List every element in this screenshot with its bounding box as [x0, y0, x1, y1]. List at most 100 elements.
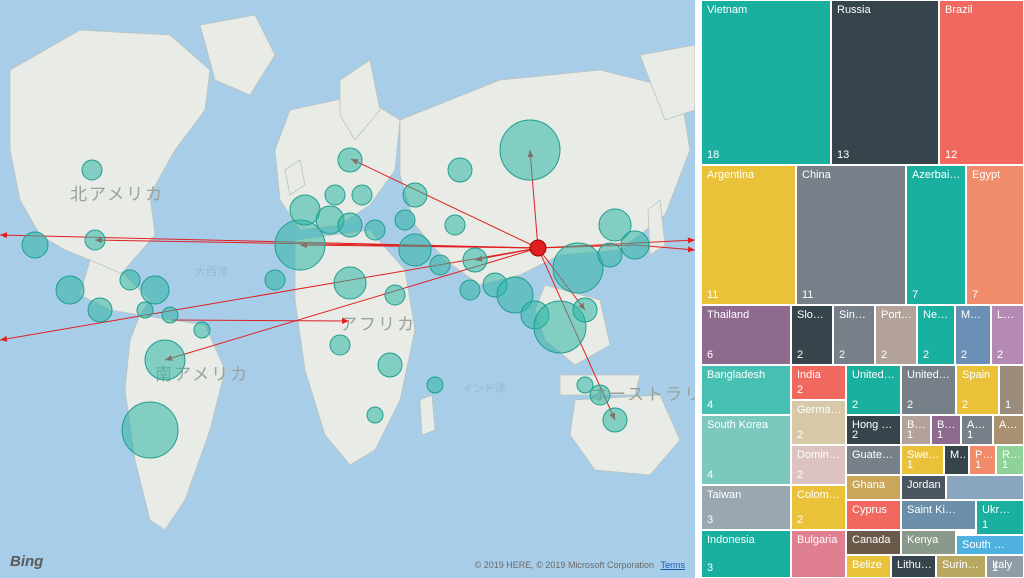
treemap-cell[interactable]: Swed…1 [901, 445, 944, 475]
map-bubble[interactable] [82, 160, 102, 180]
map-bubble[interactable] [290, 195, 320, 225]
map-bubble[interactable] [145, 340, 185, 380]
map-bubble[interactable] [352, 185, 372, 205]
map-bubble[interactable] [448, 158, 472, 182]
map-bubble[interactable] [621, 231, 649, 259]
map-bubble[interactable] [385, 285, 405, 305]
map-bubble[interactable] [500, 120, 560, 180]
treemap-cell-value: 2 [797, 349, 803, 361]
treemap-cell[interactable]: Russia13 [831, 0, 939, 165]
treemap-cell[interactable]: China11 [796, 165, 906, 305]
map-bubble[interactable] [338, 213, 362, 237]
map-bubble[interactable] [275, 220, 325, 270]
treemap-cell[interactable]: 1 [999, 365, 1024, 415]
map-bubble[interactable] [330, 335, 350, 355]
map-bubble[interactable] [427, 377, 443, 393]
map-bubble[interactable] [162, 307, 178, 323]
treemap-cell[interactable]: Au…1 [961, 415, 993, 445]
treemap-cell[interactable]: Taiwan3 [701, 485, 791, 530]
map-bubble[interactable] [56, 276, 84, 304]
map-bubble[interactable] [378, 353, 402, 377]
treemap-cell[interactable]: Slov…2 [791, 305, 833, 365]
treemap-cell[interactable]: Lithu… [891, 555, 936, 578]
treemap-cell[interactable]: Sing…2 [833, 305, 875, 365]
treemap-cell[interactable]: Laos2 [991, 305, 1024, 365]
treemap-cell[interactable]: United …2 [901, 365, 956, 415]
treemap-cell[interactable]: Kenya [901, 530, 956, 555]
map-bubble[interactable] [365, 220, 385, 240]
map-bubble[interactable] [137, 302, 153, 318]
map-bubble[interactable] [141, 276, 169, 304]
map-terms-link[interactable]: Terms [661, 560, 686, 570]
map-bubble[interactable] [265, 270, 285, 290]
map-bubble[interactable] [334, 267, 366, 299]
treemap-cell[interactable]: Bangladesh4 [701, 365, 791, 415]
treemap-cell[interactable]: Jordan [901, 475, 946, 500]
treemap-cell[interactable]: Ro…1 [996, 445, 1024, 475]
treemap-cell[interactable]: Germany2 [791, 400, 846, 445]
treemap-cell[interactable]: Saint Ki… [901, 500, 976, 530]
map-bubble[interactable] [445, 215, 465, 235]
treemap-cell[interactable]: Mexi…2 [955, 305, 991, 365]
treemap-cell[interactable] [946, 475, 1024, 500]
treemap-cell-label: Bangladesh [707, 369, 787, 381]
treemap-cell[interactable]: Vietnam18 [701, 0, 831, 165]
treemap-cell[interactable]: Guate… [846, 445, 901, 475]
map-bubble[interactable] [367, 407, 383, 423]
treemap-cell[interactable]: Cyprus [846, 500, 901, 530]
map-bubble[interactable] [122, 402, 178, 458]
treemap-cell[interactable]: Canada [846, 530, 901, 555]
treemap-cell[interactable]: Ant… [993, 415, 1024, 445]
treemap-cell[interactable]: Pa…1 [969, 445, 996, 475]
treemap-cell[interactable]: Indonesia3 [701, 530, 791, 578]
map-bubble[interactable] [85, 230, 105, 250]
map-focus-bubble[interactable] [530, 240, 546, 256]
map-bubble[interactable] [573, 298, 597, 322]
treemap-cell-value: 2 [852, 429, 858, 441]
map-bubble[interactable] [553, 243, 603, 293]
treemap-cell[interactable]: Colombia2 [791, 485, 846, 530]
treemap-cell[interactable]: Spain2 [956, 365, 999, 415]
treemap-cell[interactable]: Argentina11 [701, 165, 796, 305]
map-bubble[interactable] [603, 408, 627, 432]
map-bubble[interactable] [120, 270, 140, 290]
treemap-cell[interactable]: Port…2 [875, 305, 917, 365]
treemap-cell-value: 2 [797, 384, 803, 396]
map-bubble[interactable] [338, 148, 362, 172]
treemap-cell[interactable]: India2 [791, 365, 846, 400]
map-bubble[interactable] [194, 322, 210, 338]
treemap-cell[interactable]: Ghana [846, 475, 901, 500]
map-bubble[interactable] [399, 234, 431, 266]
map-bubble[interactable] [598, 243, 622, 267]
treemap-cell[interactable]: Bulgaria [791, 530, 846, 578]
treemap-cell[interactable]: Nepal2 [917, 305, 955, 365]
country-treemap[interactable]: Vietnam18Russia13Brazil12 Argentina11Chin… [701, 0, 1024, 578]
treemap-cell[interactable]: Italy1 [986, 555, 1024, 578]
map-bubble[interactable] [403, 183, 427, 207]
treemap-cell[interactable]: South … [956, 535, 1024, 555]
treemap-cell[interactable]: Bel…1 [931, 415, 961, 445]
treemap-cell[interactable]: South Korea4 [701, 415, 791, 485]
treemap-cell[interactable]: Brazil12 [939, 0, 1024, 165]
map-bubble[interactable] [590, 385, 610, 405]
treemap-cell[interactable]: Ukr…1 [976, 500, 1024, 535]
treemap-cell[interactable]: Belize [846, 555, 891, 578]
treemap-cell[interactable]: Azerbaijan7 [906, 165, 966, 305]
treemap-cell[interactable]: Suriname [936, 555, 986, 578]
map-bubble[interactable] [22, 232, 48, 258]
map-bubble[interactable] [88, 298, 112, 322]
treemap-cell[interactable]: Egypt7 [966, 165, 1024, 305]
treemap-cell[interactable]: Hong …2 [846, 415, 901, 445]
treemap-cell[interactable]: Dominica…2 [791, 445, 846, 485]
treemap-cell[interactable]: Thailand6 [701, 305, 791, 365]
map-bubble[interactable] [460, 280, 480, 300]
map-bubble[interactable] [430, 255, 450, 275]
map-bubble[interactable] [463, 248, 487, 272]
treemap-cell[interactable]: United …2 [846, 365, 901, 415]
treemap-cell[interactable]: Bel…1 [901, 415, 931, 445]
map-bubble[interactable] [395, 210, 415, 230]
treemap-cell-label: United … [852, 369, 897, 381]
map-bubble[interactable] [325, 185, 345, 205]
treemap-cell[interactable]: M… [944, 445, 969, 475]
world-map-panel[interactable]: 北アメリカ南アメリカアフリカオーストラリア 大西洋インド洋 Bing © 201… [0, 0, 701, 578]
